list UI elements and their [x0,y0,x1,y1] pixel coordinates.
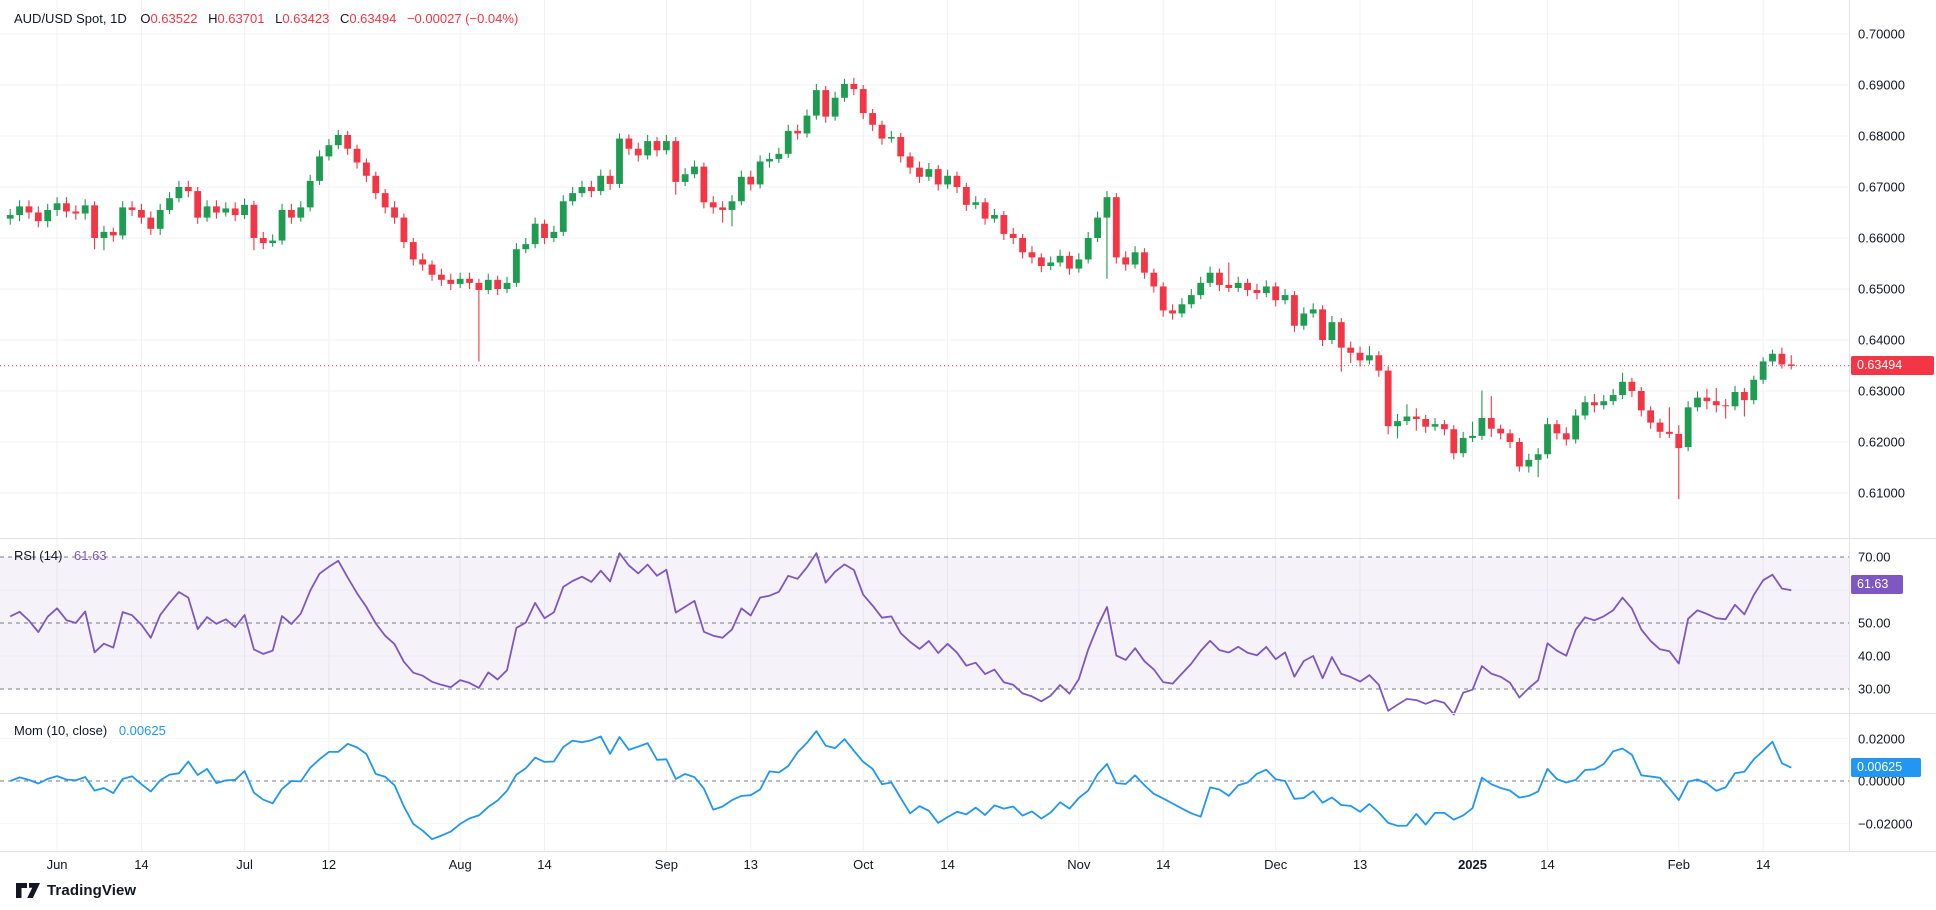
time-axis-label: Nov [1067,857,1091,872]
time-axis-label: 14 [1540,857,1555,872]
mom-axis-label: −0.02000 [1858,816,1913,831]
time-axis-label: 14 [134,857,149,872]
rsi-axis-label: 70.00 [1858,549,1891,565]
price-axis-label: 0.70000 [1858,26,1905,42]
time-axis-label: Aug [448,857,472,872]
time-axis-label: Jun [46,857,68,872]
vertical-gridlines [56,0,1764,851]
price-axis-label: 0.62000 [1858,434,1905,450]
price-axis-label: 0.66000 [1858,230,1905,246]
mom-legend[interactable]: Mom (10, close) 0.00625 [14,722,166,740]
low-label: L [275,11,283,26]
candlesticks [6,77,1795,500]
high-value: 0.63701 [217,11,265,26]
mom-axis-label: 0.00000 [1858,773,1905,789]
open-value: 0.63522 [150,11,198,26]
tradingview-icon [16,883,40,898]
price-axis-label: 0.61000 [1858,485,1905,501]
change-value: −0.00027 (−0.04%) [406,11,519,26]
price-gridlines [0,33,1849,824]
low-value: 0.63423 [282,11,330,26]
symbol-legend[interactable]: AUD/USD Spot, 1D O0.63522 H0.63701 L0.63… [14,10,518,28]
price-axis-label: 0.68000 [1858,128,1905,144]
rsi-value: 61.63 [74,548,107,563]
price-axis-label: 0.63000 [1858,383,1905,399]
time-axis-label: 14 [537,857,552,872]
time-axis-label: Feb [1667,857,1690,872]
rsi-label: RSI (14) [14,548,63,563]
tradingview-text: TradingView [47,882,137,899]
time-axis-label: Sep [654,857,678,872]
close-label: C [339,11,350,26]
rsi-line [9,552,1792,716]
price-axis-label: 0.69000 [1858,77,1905,93]
mom-label: Mom (10, close) [14,723,108,738]
mom-value: 0.00625 [118,723,166,738]
rsi-value-badge: 61.63 [1851,575,1903,595]
mom-value-badge: 0.00625 [1851,758,1921,778]
price-axis-label: 0.65000 [1858,281,1905,297]
rsi-legend[interactable]: RSI (14) 61.63 [14,547,107,565]
time-axis-label: Jul [236,857,253,872]
close-value: 0.63494 [349,11,397,26]
mom-line [9,730,1792,841]
time-axis-label: 14 [1755,857,1771,872]
time-axis-label: 13 [1352,857,1368,872]
time-axis-label: Dec [1264,857,1288,872]
open-label: O [140,11,151,26]
last-price-badge: 0.63494 [1851,356,1934,376]
time-axis-label: 12 [321,857,337,872]
mom-axis-label: 0.02000 [1858,731,1905,746]
rsi-axis-label: 40.00 [1858,648,1891,664]
rsi-axis-label: 50.00 [1858,615,1891,631]
high-label: H [208,11,218,26]
tradingview-logo[interactable]: TradingView [16,882,136,899]
price-axis-label: 0.67000 [1858,179,1905,195]
time-axis-label: 13 [743,857,758,872]
price-axis-label: 0.64000 [1858,332,1905,348]
symbol-title: AUD/USD Spot, 1D [14,11,127,26]
time-axis-label: Oct [853,857,874,872]
time-axis-label: 2025 [1458,857,1487,872]
time-axis-label: 14 [1155,857,1171,872]
time-axis-label: 14 [940,857,955,872]
rsi-axis-label: 30.00 [1858,681,1891,697]
